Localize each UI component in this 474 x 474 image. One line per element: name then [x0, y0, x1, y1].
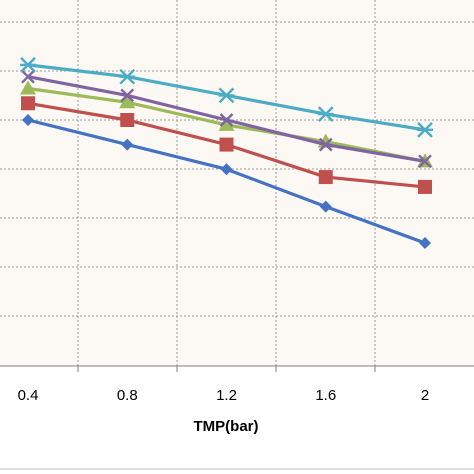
- data-point-square: [21, 96, 35, 111]
- data-point-diamond: [419, 237, 431, 249]
- data-point-square: [120, 113, 135, 127]
- series-4: [21, 69, 432, 169]
- data-point-star: [218, 87, 235, 104]
- x-tick-labels: 0.4 0.8 1.2 1.6 2: [18, 387, 430, 404]
- x-tick-label: 0.4: [18, 387, 39, 404]
- data-point-star: [317, 106, 334, 122]
- data-point-star: [20, 57, 36, 73]
- data-point-square: [318, 170, 333, 185]
- x-tick-label: 0.8: [117, 387, 138, 404]
- x-tick-label: 1.2: [216, 387, 237, 404]
- series-1: [22, 114, 431, 249]
- data-point-diamond: [121, 138, 134, 151]
- data-point-x: [219, 113, 234, 127]
- series-5: [20, 57, 433, 138]
- x-tick-label: 1.6: [315, 387, 336, 404]
- series-layer: [20, 57, 433, 249]
- x-tick-marks: [77, 366, 376, 372]
- data-point-square: [219, 137, 234, 152]
- x-tick-label: 2: [421, 387, 429, 404]
- x-axis-title: TMP(bar): [194, 418, 259, 435]
- data-point-diamond: [22, 114, 34, 126]
- data-point-x: [120, 88, 135, 103]
- data-point-triangle: [218, 116, 235, 131]
- data-point-triangle: [20, 80, 36, 95]
- data-point-x: [21, 69, 35, 84]
- gridlines: [0, 0, 474, 366]
- data-point-diamond: [220, 163, 233, 176]
- plot-area: [0, 0, 474, 366]
- data-point-x: [318, 137, 333, 152]
- data-point-x: [418, 154, 432, 169]
- series-2: [21, 96, 432, 194]
- data-point-triangle: [119, 94, 136, 109]
- data-point-star: [119, 68, 136, 85]
- data-point-square: [418, 179, 432, 194]
- data-point-diamond: [319, 200, 332, 213]
- data-point-star: [417, 121, 433, 138]
